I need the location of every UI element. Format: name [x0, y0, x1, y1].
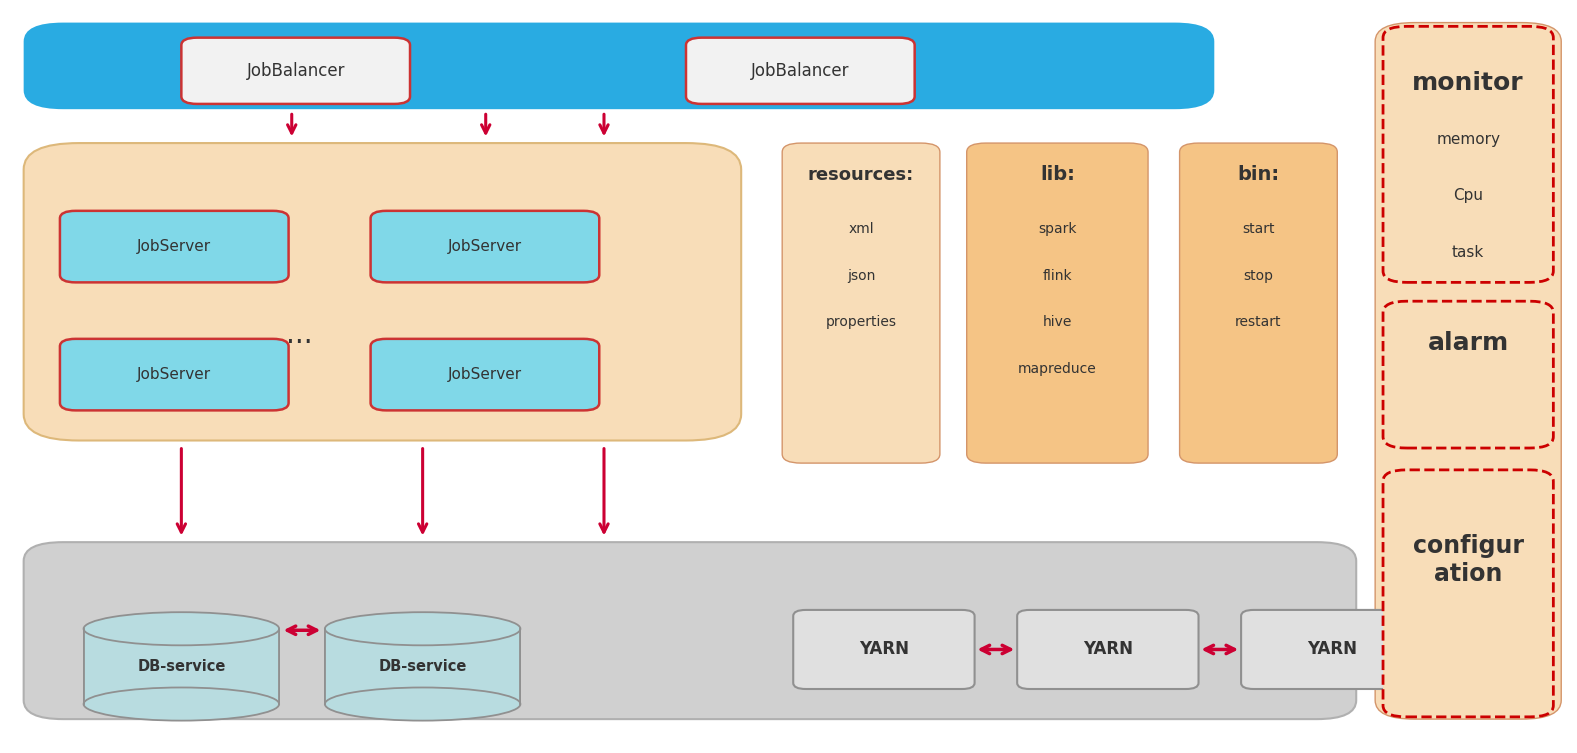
FancyBboxPatch shape	[24, 23, 1214, 109]
Text: restart: restart	[1235, 316, 1282, 329]
Text: stop: stop	[1243, 269, 1274, 282]
FancyBboxPatch shape	[1375, 23, 1561, 719]
FancyBboxPatch shape	[1383, 26, 1553, 282]
FancyBboxPatch shape	[686, 38, 915, 104]
FancyBboxPatch shape	[24, 542, 1356, 719]
Text: xml: xml	[848, 222, 874, 236]
Text: YARN: YARN	[1083, 641, 1132, 658]
FancyBboxPatch shape	[793, 610, 975, 689]
FancyBboxPatch shape	[371, 211, 599, 282]
Ellipse shape	[325, 612, 520, 645]
Ellipse shape	[84, 687, 279, 721]
Text: JobServer: JobServer	[448, 367, 522, 382]
Ellipse shape	[84, 612, 279, 645]
Text: ...: ...	[287, 321, 312, 349]
Text: task: task	[1452, 245, 1484, 260]
FancyBboxPatch shape	[967, 143, 1148, 463]
Text: JobServer: JobServer	[448, 239, 522, 254]
Text: memory: memory	[1437, 132, 1500, 147]
Text: bin:: bin:	[1238, 165, 1279, 184]
FancyBboxPatch shape	[60, 339, 289, 410]
Text: alarm: alarm	[1427, 331, 1509, 355]
Text: configur
ation: configur ation	[1413, 535, 1523, 586]
FancyBboxPatch shape	[1383, 470, 1553, 717]
Text: JobServer: JobServer	[137, 239, 211, 254]
FancyBboxPatch shape	[1383, 301, 1553, 448]
Text: YARN: YARN	[859, 641, 908, 658]
FancyBboxPatch shape	[1017, 610, 1199, 689]
FancyBboxPatch shape	[782, 143, 940, 463]
FancyBboxPatch shape	[60, 211, 289, 282]
Text: hive: hive	[1042, 316, 1072, 329]
Text: lib:: lib:	[1039, 165, 1076, 184]
Text: JobBalancer: JobBalancer	[751, 62, 850, 80]
Text: Cpu: Cpu	[1452, 188, 1484, 203]
Text: flink: flink	[1042, 269, 1072, 282]
Bar	[325, 629, 520, 704]
Text: DB-service: DB-service	[137, 659, 226, 674]
Text: DB-service: DB-service	[378, 659, 467, 674]
Text: start: start	[1243, 222, 1274, 236]
Text: resources:: resources:	[807, 166, 915, 184]
Ellipse shape	[325, 687, 520, 721]
Text: JobBalancer: JobBalancer	[246, 62, 345, 80]
Text: YARN: YARN	[1307, 641, 1356, 658]
Text: properties: properties	[825, 316, 897, 329]
Text: spark: spark	[1038, 222, 1077, 236]
FancyBboxPatch shape	[1180, 143, 1337, 463]
FancyBboxPatch shape	[371, 339, 599, 410]
FancyBboxPatch shape	[24, 143, 741, 441]
Text: monitor: monitor	[1413, 71, 1523, 95]
Text: JobServer: JobServer	[137, 367, 211, 382]
FancyBboxPatch shape	[1241, 610, 1422, 689]
Text: json: json	[847, 269, 875, 282]
FancyBboxPatch shape	[181, 38, 410, 104]
Bar	[84, 629, 279, 704]
Text: mapreduce: mapreduce	[1019, 362, 1096, 376]
